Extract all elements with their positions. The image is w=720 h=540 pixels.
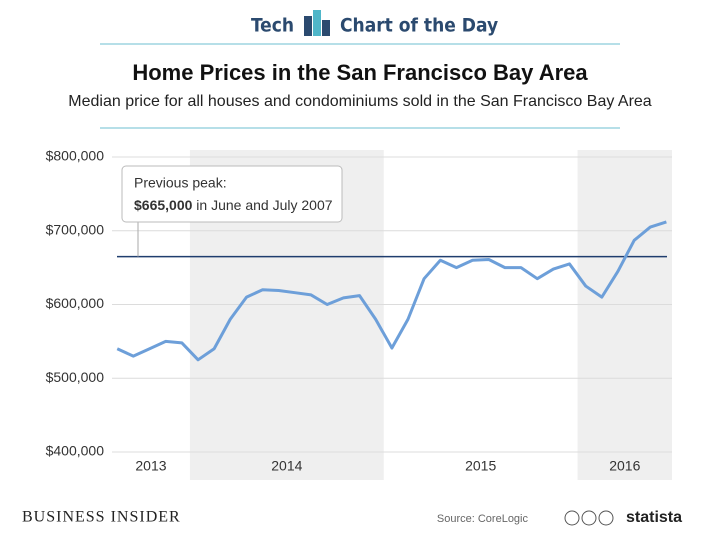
footer-source: Source: CoreLogic (437, 513, 529, 525)
price-line (116, 220, 667, 362)
header-right: Chart of the Day (340, 15, 498, 37)
annotation-box (121, 165, 343, 223)
chart-title: Home Prices in the San Francisco Bay Are… (132, 60, 588, 85)
chart-subtitle: Median price for all houses and condomin… (68, 93, 652, 110)
y-tick-label: $400,000 (46, 443, 105, 459)
y-tick-label: $500,000 (46, 369, 105, 385)
annotation-title: Previous peak: (134, 175, 227, 191)
footer-logo: statista (626, 509, 682, 526)
annotation-value: $665,000 (134, 197, 193, 213)
footer-brand: BUSINESS INSIDER (22, 509, 181, 526)
header-icon (304, 10, 330, 36)
plot: 2013 2014 2015 2016 $400,000 $500,000 $600,000… (46, 148, 672, 480)
annotation-text: $665,000 in June and July 2007 (134, 197, 333, 213)
y-tick-label: $700,000 (46, 221, 105, 237)
header-left: Tech (251, 15, 294, 37)
annotation-detail: in June and July 2007 (196, 197, 332, 213)
x-tick-label: 2014 (271, 458, 302, 474)
y-tick-label: $800,000 (46, 148, 105, 164)
x-tick-label: 2015 (465, 458, 496, 474)
x-tick-label: 2016 (609, 458, 640, 474)
license-icons (564, 510, 614, 526)
y-tick-label: $600,000 (46, 295, 105, 311)
year-band (577, 150, 672, 480)
x-tick-label: 2013 (135, 458, 166, 474)
